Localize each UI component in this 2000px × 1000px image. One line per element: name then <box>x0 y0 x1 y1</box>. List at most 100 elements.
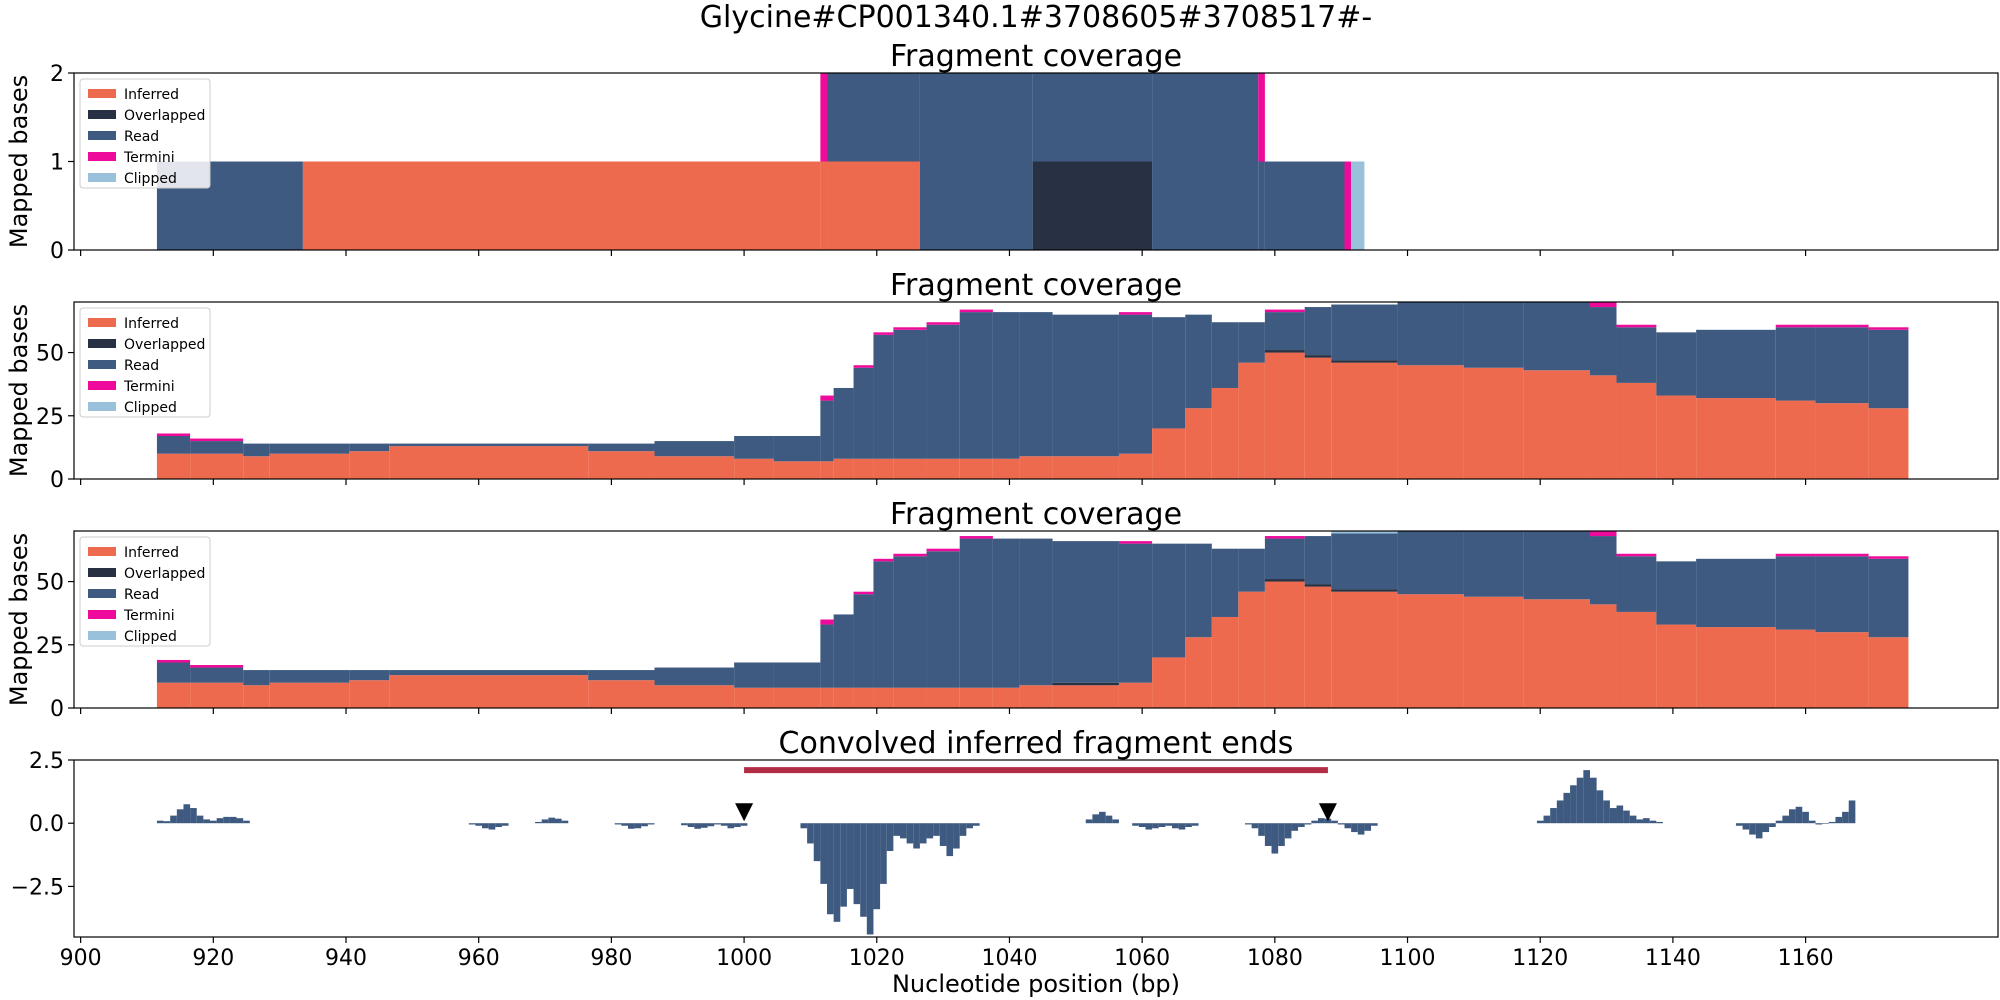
signal-bar <box>1596 790 1604 824</box>
segment-termini <box>156 659 191 663</box>
signal-bar <box>1543 815 1551 824</box>
segment-inferred <box>389 446 589 479</box>
segment-inferred <box>1185 408 1212 479</box>
segment-termini <box>959 536 993 539</box>
signal-bar <box>1291 823 1299 831</box>
signal-bar <box>223 816 230 824</box>
legend-label-read: Read <box>124 358 159 374</box>
legend-swatch-overlapped <box>88 339 116 348</box>
segment-read <box>1815 327 1869 404</box>
segment-read <box>654 441 735 457</box>
segment-inferred <box>1264 581 1305 708</box>
segment-termini <box>1264 309 1305 313</box>
signal-bar <box>926 823 934 839</box>
x-tick-label: 1120 <box>1512 946 1568 971</box>
segment-read <box>269 443 350 454</box>
y-tick-label: −2.5 <box>11 875 64 900</box>
segment-inferred <box>853 687 874 708</box>
segment-read <box>1868 558 1909 638</box>
segment-read <box>853 367 874 459</box>
signal-bar <box>1344 823 1352 829</box>
segment-inferred <box>833 687 854 708</box>
segment-read <box>1032 73 1153 162</box>
segment-termini <box>959 309 993 313</box>
signal-bar <box>1138 823 1146 828</box>
segment-termini <box>893 327 927 330</box>
segment-inferred <box>1211 616 1239 708</box>
legend: Inferred Overlapped Read Termini Clipped <box>79 536 211 647</box>
signal-bar <box>1371 823 1378 826</box>
segment-read <box>1304 536 1332 585</box>
segment-read <box>156 662 191 683</box>
segment-inferred <box>1696 398 1776 479</box>
signal-bar <box>1251 823 1259 829</box>
segment-read <box>1463 302 1524 368</box>
signal-bar <box>236 818 244 824</box>
segment-inferred <box>1264 352 1305 479</box>
legend-swatch-read <box>88 589 116 598</box>
legend-label-inferred: Inferred <box>124 545 179 561</box>
signal-bar <box>1815 823 1823 825</box>
segment-overlapped <box>1264 579 1305 582</box>
legend-label-inferred: Inferred <box>124 87 179 103</box>
segment-inferred <box>1868 637 1909 708</box>
segment-read <box>1656 561 1697 625</box>
segment-read <box>1052 541 1119 683</box>
signal-bar <box>1158 823 1166 828</box>
segment-inferred <box>853 458 874 479</box>
segment-termini <box>820 395 834 401</box>
segment-inferred <box>389 675 589 708</box>
signal-bar <box>734 823 741 828</box>
segment-inferred <box>1616 382 1657 479</box>
x-tick-label: 1020 <box>849 946 905 971</box>
segment-inferred <box>269 682 350 708</box>
signal-bar <box>1185 823 1192 828</box>
y-tick-label: 0 <box>50 239 64 264</box>
signal-bar <box>939 823 947 846</box>
legend-label-termini: Termini <box>123 608 175 624</box>
segment-inferred <box>1152 428 1186 479</box>
segment-read <box>389 670 589 676</box>
signal-bar <box>1244 823 1252 825</box>
segment-termini <box>1868 327 1909 330</box>
segment-read <box>853 594 874 688</box>
segment-inferred <box>302 161 821 250</box>
segment-clipped <box>1331 531 1398 534</box>
segment-read <box>588 670 655 681</box>
segment-read <box>269 670 350 683</box>
segment-read <box>1696 329 1776 399</box>
segment-read <box>1019 312 1053 457</box>
segment-inferred <box>833 458 854 479</box>
segment-inferred <box>1019 456 1053 479</box>
signal-bar <box>1749 823 1756 835</box>
segment-read <box>654 667 735 686</box>
signal-bar <box>1099 811 1106 824</box>
signal-bar <box>495 823 502 828</box>
signal-bar <box>1191 823 1199 826</box>
legend-label-overlapped: Overlapped <box>124 337 205 353</box>
segment-inferred <box>1118 682 1153 708</box>
segment-inferred <box>1589 375 1617 479</box>
segment-inferred <box>1152 657 1186 708</box>
legend-swatch-overlapped <box>88 110 116 119</box>
segment-inferred <box>959 458 993 479</box>
segment-read <box>734 436 774 459</box>
signal-bar <box>866 823 874 935</box>
signal-bar <box>1822 823 1829 824</box>
signal-bar <box>1085 819 1093 824</box>
signal-bar <box>1331 820 1338 824</box>
signal-bar <box>1165 823 1173 826</box>
signal-bar <box>210 820 217 824</box>
segment-termini <box>853 365 874 368</box>
segment-overlapped <box>1052 682 1119 686</box>
segment-read <box>1152 543 1186 658</box>
signal-bar <box>243 820 250 824</box>
legend-swatch-read <box>88 360 116 369</box>
segment-inferred <box>1523 599 1590 708</box>
segment-inferred <box>1397 365 1464 479</box>
segment-read <box>1616 556 1657 612</box>
signal-bar <box>1802 811 1809 824</box>
legend-label-clipped: Clipped <box>124 629 177 645</box>
